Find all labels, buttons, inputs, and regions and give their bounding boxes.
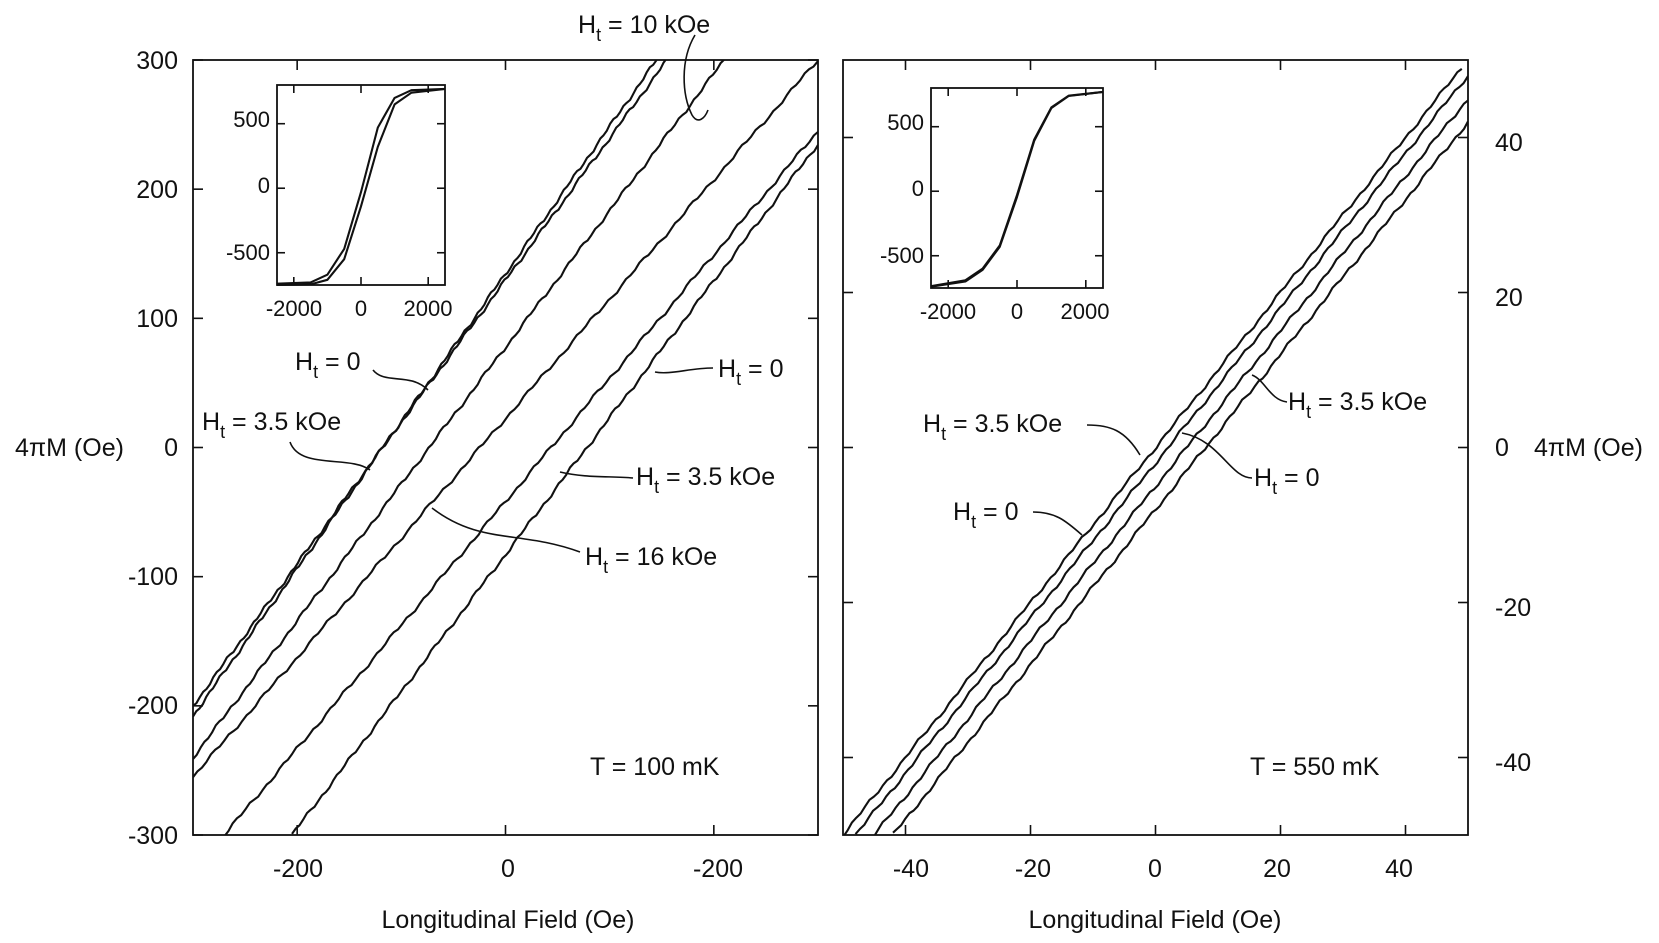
left-x-tick: -200 [273,855,323,883]
series-line [291,144,818,835]
leader-line [431,507,581,553]
right-inset-x-tick: 2000 [1061,299,1110,324]
left-y-tick: 200 [136,176,178,204]
left-x-tick: -200 [693,855,743,883]
left-y-tick: 0 [164,434,178,462]
left-x-axis-label: Longitudinal Field (Oe) [382,906,635,934]
left-inset-series [276,87,446,287]
annotation-ht-3-5koe: Ht = 3.5 kOe [636,463,775,497]
right-y-axis-label: 4πM (Oe) [1534,434,1643,462]
annotation-ht-3-5koe: Ht = 3.5 kOe [923,410,1062,444]
left-inset: 500 0 -500 -2000 0 2000 [226,84,453,321]
left-inset-background [277,85,445,285]
left-y-tick: -200 [128,692,178,720]
right-y-tick: 20 [1495,284,1523,312]
leader-line [372,369,429,391]
annotation-ht-0: Ht = 0 [953,498,1018,532]
inset-loop-branch [930,90,1104,288]
series-line [193,60,726,760]
annotation-ht-16koe: Ht = 16 kOe [585,543,717,577]
left-y-tick: 300 [136,47,178,75]
left-y-tick: 100 [136,305,178,333]
series-line [892,120,1468,834]
series-line [873,99,1468,835]
left-y-tick: -300 [128,822,178,850]
right-y-tick: -20 [1495,594,1531,622]
right-inset-y-tick: 0 [912,176,924,201]
right-series-group [843,68,1468,835]
right-x-tick: 40 [1385,855,1413,883]
right-x-tick: -40 [893,855,929,883]
right-inset-series [930,90,1104,288]
right-x-axis-label: Longitudinal Field (Oe) [1029,906,1282,934]
right-inset-x-tick: -2000 [920,299,976,324]
leader-line [1251,374,1288,403]
right-x-tick: -20 [1015,855,1051,883]
left-y-tick: -100 [128,563,178,591]
right-inset-y-tick: 500 [887,110,924,135]
annotation-ht-10koe: Ht = 10 kOe [578,11,710,45]
right-x-tick: 0 [1148,855,1162,883]
annotation-ht-0: Ht = 0 [295,348,360,382]
leader-line [1086,424,1141,456]
annotation-ht-3-5koe: Ht = 3.5 kOe [202,408,341,442]
left-inset-y-tick: -500 [226,240,270,265]
left-panel: 300 200 100 0 -100 -200 -300 -200 0 -200… [15,11,819,934]
left-inset-ticks [277,85,445,285]
left-x-tick: 0 [501,855,515,883]
inset-loop-branch [276,87,446,287]
right-x-tick: 20 [1263,855,1291,883]
series-line [843,68,1463,835]
annotation-ht-0: Ht = 0 [1254,464,1319,498]
inset-loop-branch [276,87,446,285]
left-ticks [193,59,818,836]
left-inset-y-tick: 0 [258,173,270,198]
right-panel: 40 20 0 -20 -40 -40 -20 0 20 40 Longitud… [842,59,1643,934]
left-inset-x-tick: -2000 [266,296,322,321]
left-series-group [193,60,818,835]
right-inset: 500 0 -500 -2000 0 2000 [880,87,1110,324]
leader-line [289,441,371,471]
series-line [193,60,818,778]
left-inset-y-tick: 500 [233,107,270,132]
leader-line [654,367,714,374]
right-temperature-label: T = 550 mK [1250,753,1380,781]
right-inset-x-tick: 0 [1011,299,1023,324]
left-inset-x-tick: 2000 [404,296,453,321]
series-line [224,131,818,835]
series-line [854,75,1468,835]
right-ticks [843,60,1468,835]
leader-line [683,34,709,121]
right-y-tick: 0 [1495,434,1509,462]
right-inset-y-tick: -500 [880,243,924,268]
annotation-ht-3-5koe: Ht = 3.5 kOe [1288,388,1427,422]
series-line [193,60,658,718]
leader-line [1032,511,1083,536]
left-temperature-label: T = 100 mK [590,753,720,781]
leader-line [559,471,634,479]
right-y-tick: 40 [1495,129,1523,157]
right-y-tick: -40 [1495,749,1531,777]
leader-line [1181,432,1253,479]
left-inset-x-tick: 0 [355,296,367,321]
right-inset-ticks [931,88,1103,288]
right-inset-background [931,88,1103,288]
annotation-ht-0: Ht = 0 [718,355,783,389]
left-y-axis-label: 4πM (Oe) [15,434,124,462]
